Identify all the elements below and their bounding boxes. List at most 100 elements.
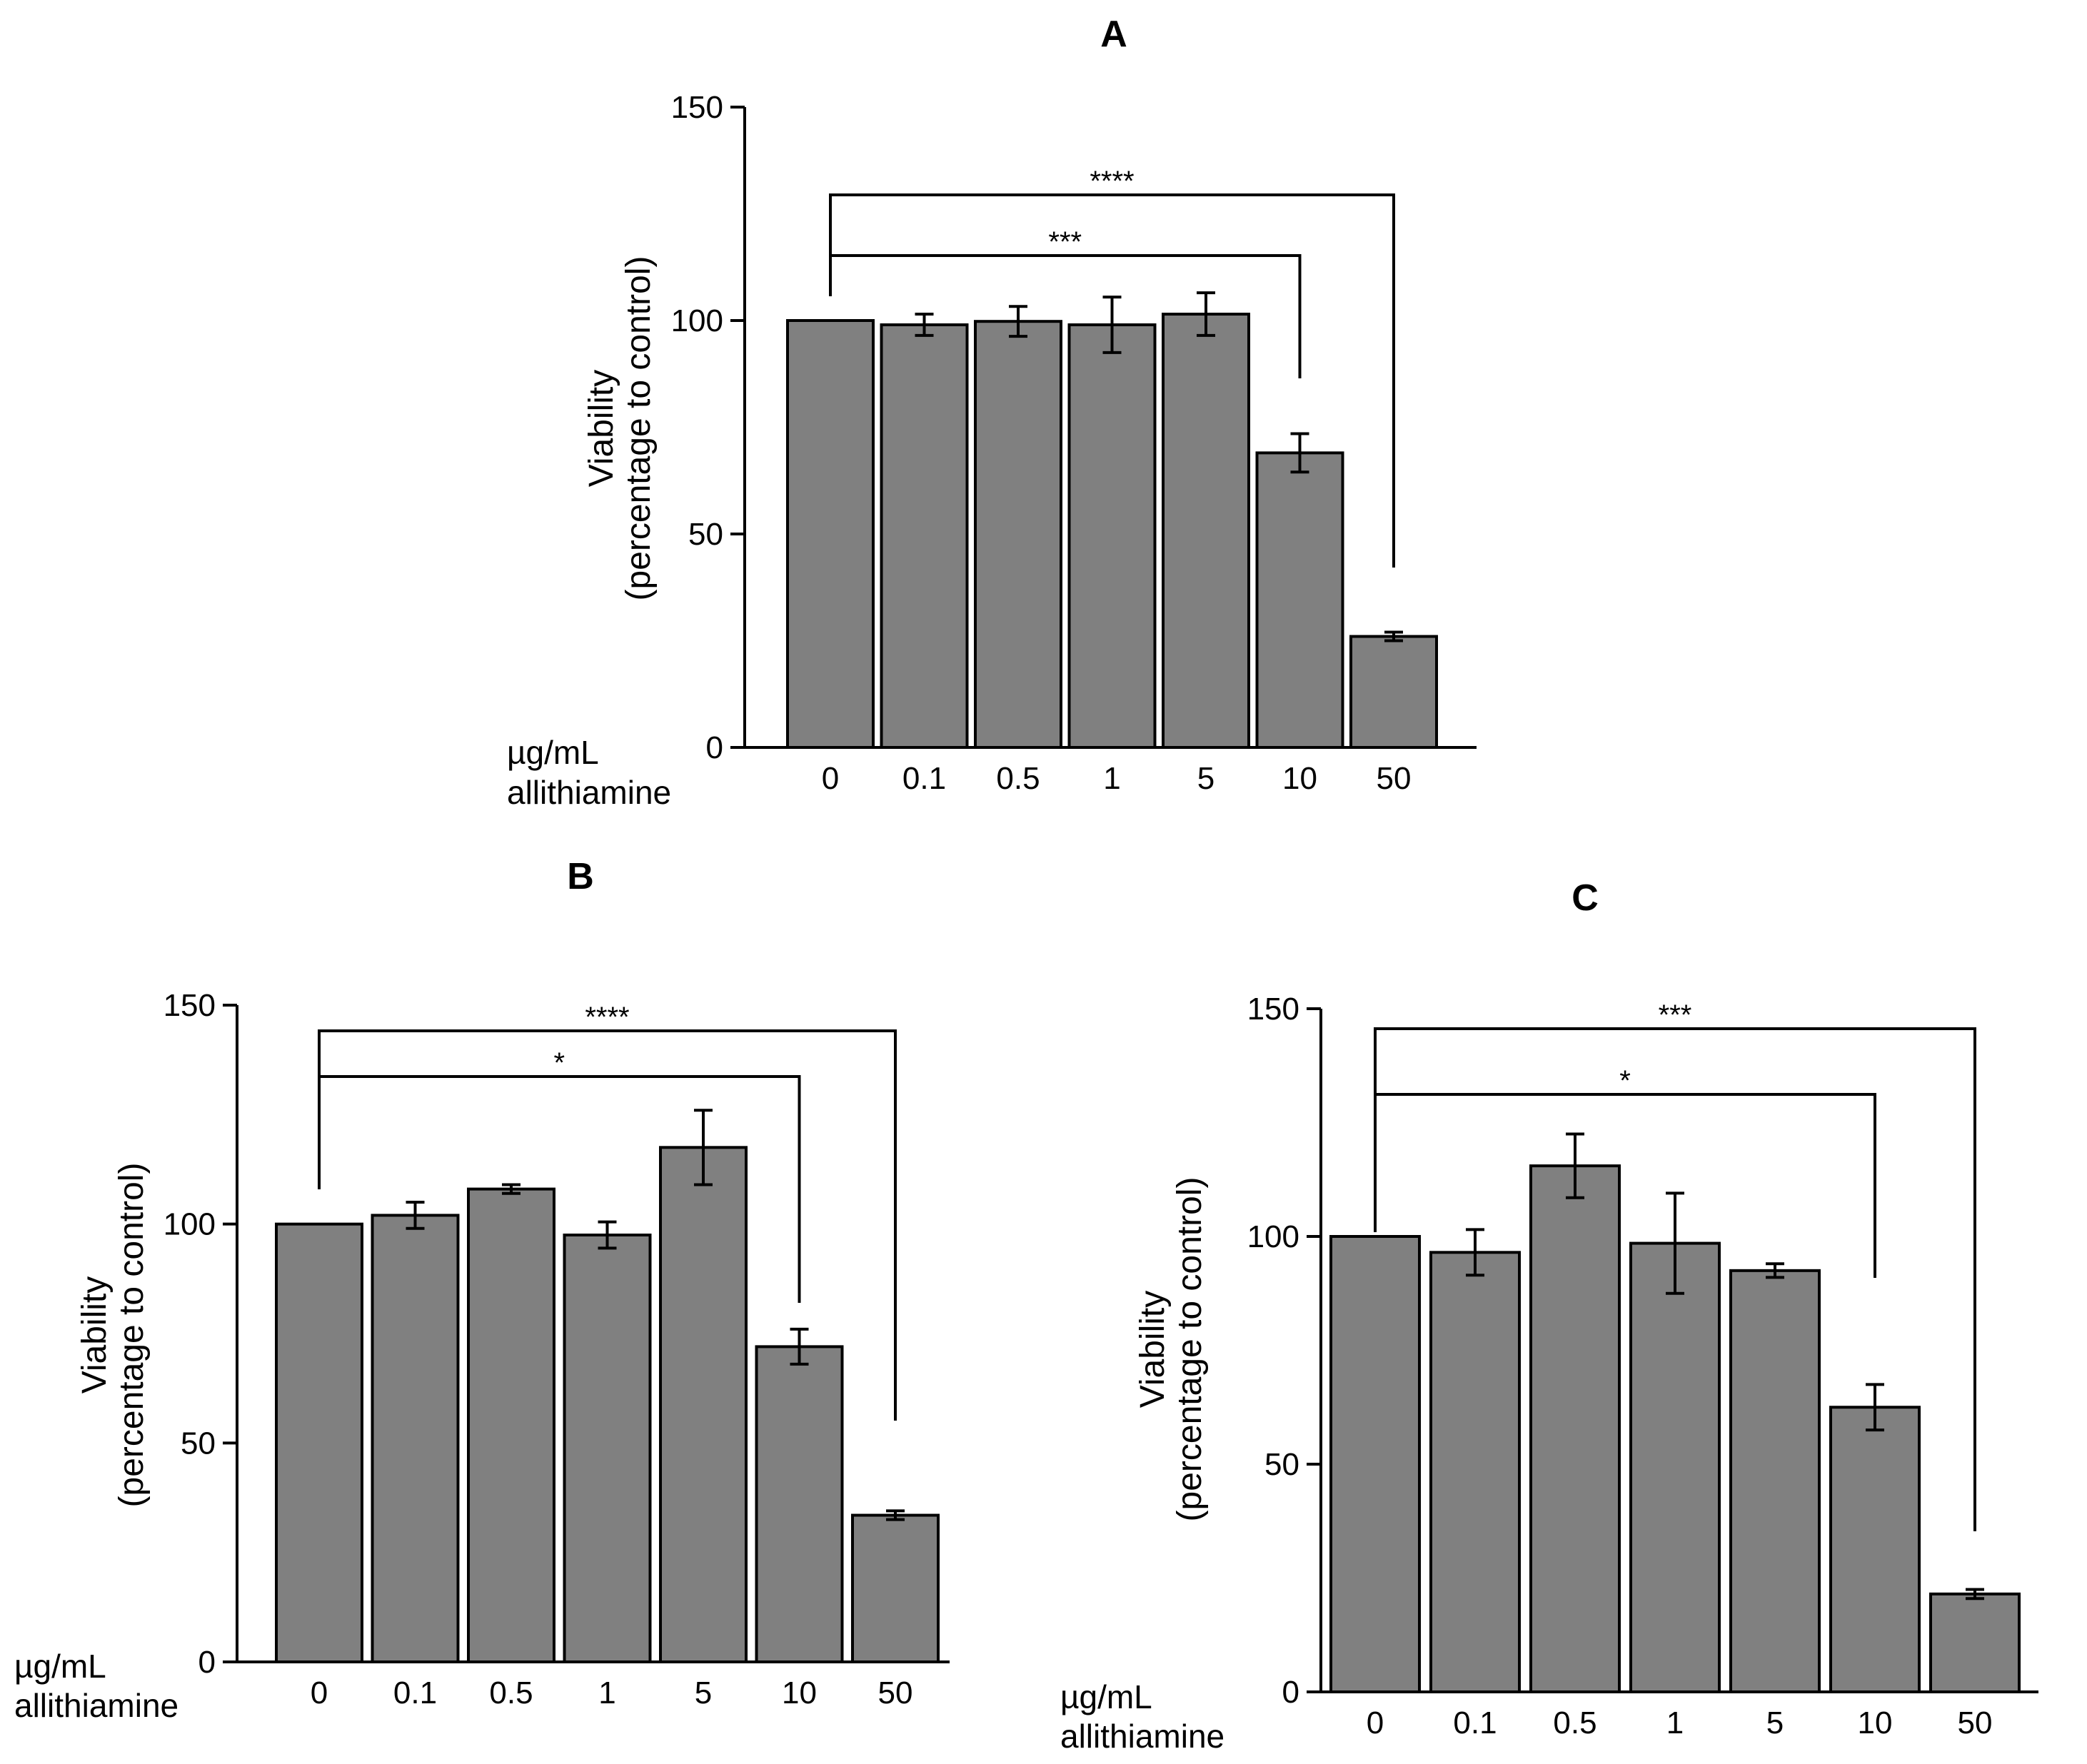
x-compound-label: allithiamine: [14, 1687, 178, 1724]
error-bar: [1102, 296, 1122, 354]
error-bar: [1666, 1191, 1684, 1295]
significance-label: ***: [1659, 999, 1692, 1031]
y-tick-label: 0: [706, 730, 723, 765]
bar: [1529, 1164, 1621, 1693]
significance-label: ****: [585, 1002, 629, 1033]
error-bar: [915, 313, 934, 337]
panel-b: B 0 50 100 150 0 0.1 0.5 1 5 10 50 Viability (percent…: [14, 856, 950, 1724]
y-axis-title: Viability: [1134, 1291, 1172, 1408]
y-tick-label: 50: [181, 1426, 216, 1461]
x-tick-label: 1: [1103, 761, 1120, 796]
y-axis-subtitle: (percentage to control): [620, 256, 658, 601]
x-tick-label: 5: [1197, 761, 1215, 796]
bar: [1929, 1592, 2021, 1694]
error-bar: [1009, 305, 1027, 338]
x-tick-label: 5: [695, 1675, 712, 1710]
panel-title: A: [1100, 14, 1127, 55]
error-bar: [598, 1220, 617, 1250]
bar: [1329, 1235, 1421, 1693]
error-bar: [1197, 291, 1215, 337]
x-tick-label: 50: [1377, 761, 1412, 796]
bar: [1255, 451, 1344, 749]
bar: [1067, 323, 1157, 750]
y-tick-label: 100: [671, 303, 723, 338]
error-bar: [1766, 1262, 1784, 1279]
x-tick-label: 0: [822, 761, 839, 796]
significance-label: *: [553, 1047, 565, 1079]
y-axis-title: Viability: [583, 370, 620, 488]
error-bar: [1866, 1383, 1884, 1432]
error-bar: [1384, 630, 1403, 642]
y-tick-label: 100: [164, 1207, 216, 1242]
bar: [755, 1345, 844, 1664]
panel-title: C: [1571, 877, 1599, 919]
significance-label: ****: [1090, 166, 1134, 197]
x-tick-label: 50: [1958, 1705, 1993, 1740]
x-tick-label: 0.1: [902, 761, 946, 796]
significance-bracket: ****: [318, 1002, 897, 1421]
bar: [1629, 1241, 1721, 1693]
bar: [974, 320, 1062, 750]
significance-bracket: ****: [829, 166, 1395, 568]
x-tick-label: 1: [1666, 1705, 1684, 1740]
bar: [275, 1222, 363, 1663]
x-tick-label: 10: [1282, 761, 1317, 796]
y-tick-label: 100: [1247, 1219, 1299, 1254]
error-bar: [1966, 1588, 1984, 1601]
error-bar: [790, 1327, 809, 1366]
y-tick-label: 150: [164, 988, 216, 1023]
error-bar: [694, 1109, 713, 1186]
y-axis-title: Viability: [76, 1276, 114, 1394]
x-tick-label: 1: [598, 1675, 615, 1710]
bar: [786, 319, 875, 749]
bar: [563, 1234, 652, 1663]
error-bar: [1566, 1132, 1584, 1199]
panel-c: C 0 50 100 150 0 0.1 0.5 1 5 10 50 Viability (percent…: [1060, 877, 2038, 1755]
bar: [1429, 1251, 1521, 1693]
x-tick-label: 50: [878, 1675, 913, 1710]
significance-bracket: *: [1374, 1065, 1876, 1278]
x-tick-label: 0.5: [489, 1675, 533, 1710]
panel-a: A 0 50 100 150 0 0.1 0.5 1 5 10 50 Viability (percent…: [507, 14, 1477, 811]
significance-label: ***: [1048, 226, 1082, 258]
error-bar: [886, 1509, 905, 1521]
error-bar: [502, 1183, 521, 1195]
x-unit-label: µg/mL: [14, 1648, 106, 1685]
y-tick-label: 50: [1264, 1447, 1299, 1482]
error-bar: [1290, 432, 1309, 474]
y-axis-subtitle: (percentage to control): [113, 1163, 151, 1508]
y-tick-label: 0: [1282, 1675, 1299, 1710]
x-tick-label: 0.1: [1453, 1705, 1497, 1740]
bar: [371, 1214, 460, 1663]
bar: [880, 323, 969, 750]
y-tick-label: 50: [688, 517, 723, 552]
bar: [1829, 1406, 1921, 1693]
y-tick-label: 0: [198, 1645, 216, 1680]
x-tick-label: 0: [1367, 1705, 1384, 1740]
x-tick-label: 10: [782, 1675, 817, 1710]
y-axis-subtitle: (percentage to control): [1171, 1177, 1209, 1522]
x-tick-label: 5: [1766, 1705, 1784, 1740]
x-tick-label: 10: [1858, 1705, 1893, 1740]
bar: [1162, 313, 1250, 749]
bar: [851, 1513, 940, 1664]
y-tick-label: 150: [1247, 992, 1299, 1027]
y-tick-label: 150: [671, 90, 723, 125]
panel-title: B: [567, 856, 594, 897]
bar: [1729, 1269, 1821, 1693]
x-compound-label: allithiamine: [1060, 1718, 1224, 1755]
x-unit-label: µg/mL: [507, 734, 599, 771]
bar: [1349, 635, 1438, 750]
error-bar: [1466, 1228, 1484, 1277]
x-tick-label: 0.1: [393, 1675, 437, 1710]
bar: [659, 1146, 748, 1664]
x-compound-label: allithiamine: [507, 774, 671, 811]
error-bar: [406, 1201, 425, 1230]
x-tick-label: 0.5: [1553, 1705, 1596, 1740]
x-tick-label: 0.5: [996, 761, 1040, 796]
significance-bracket: ***: [1374, 999, 1976, 1531]
x-unit-label: µg/mL: [1060, 1678, 1152, 1715]
x-tick-label: 0: [311, 1675, 328, 1710]
significance-label: *: [1619, 1065, 1631, 1097]
